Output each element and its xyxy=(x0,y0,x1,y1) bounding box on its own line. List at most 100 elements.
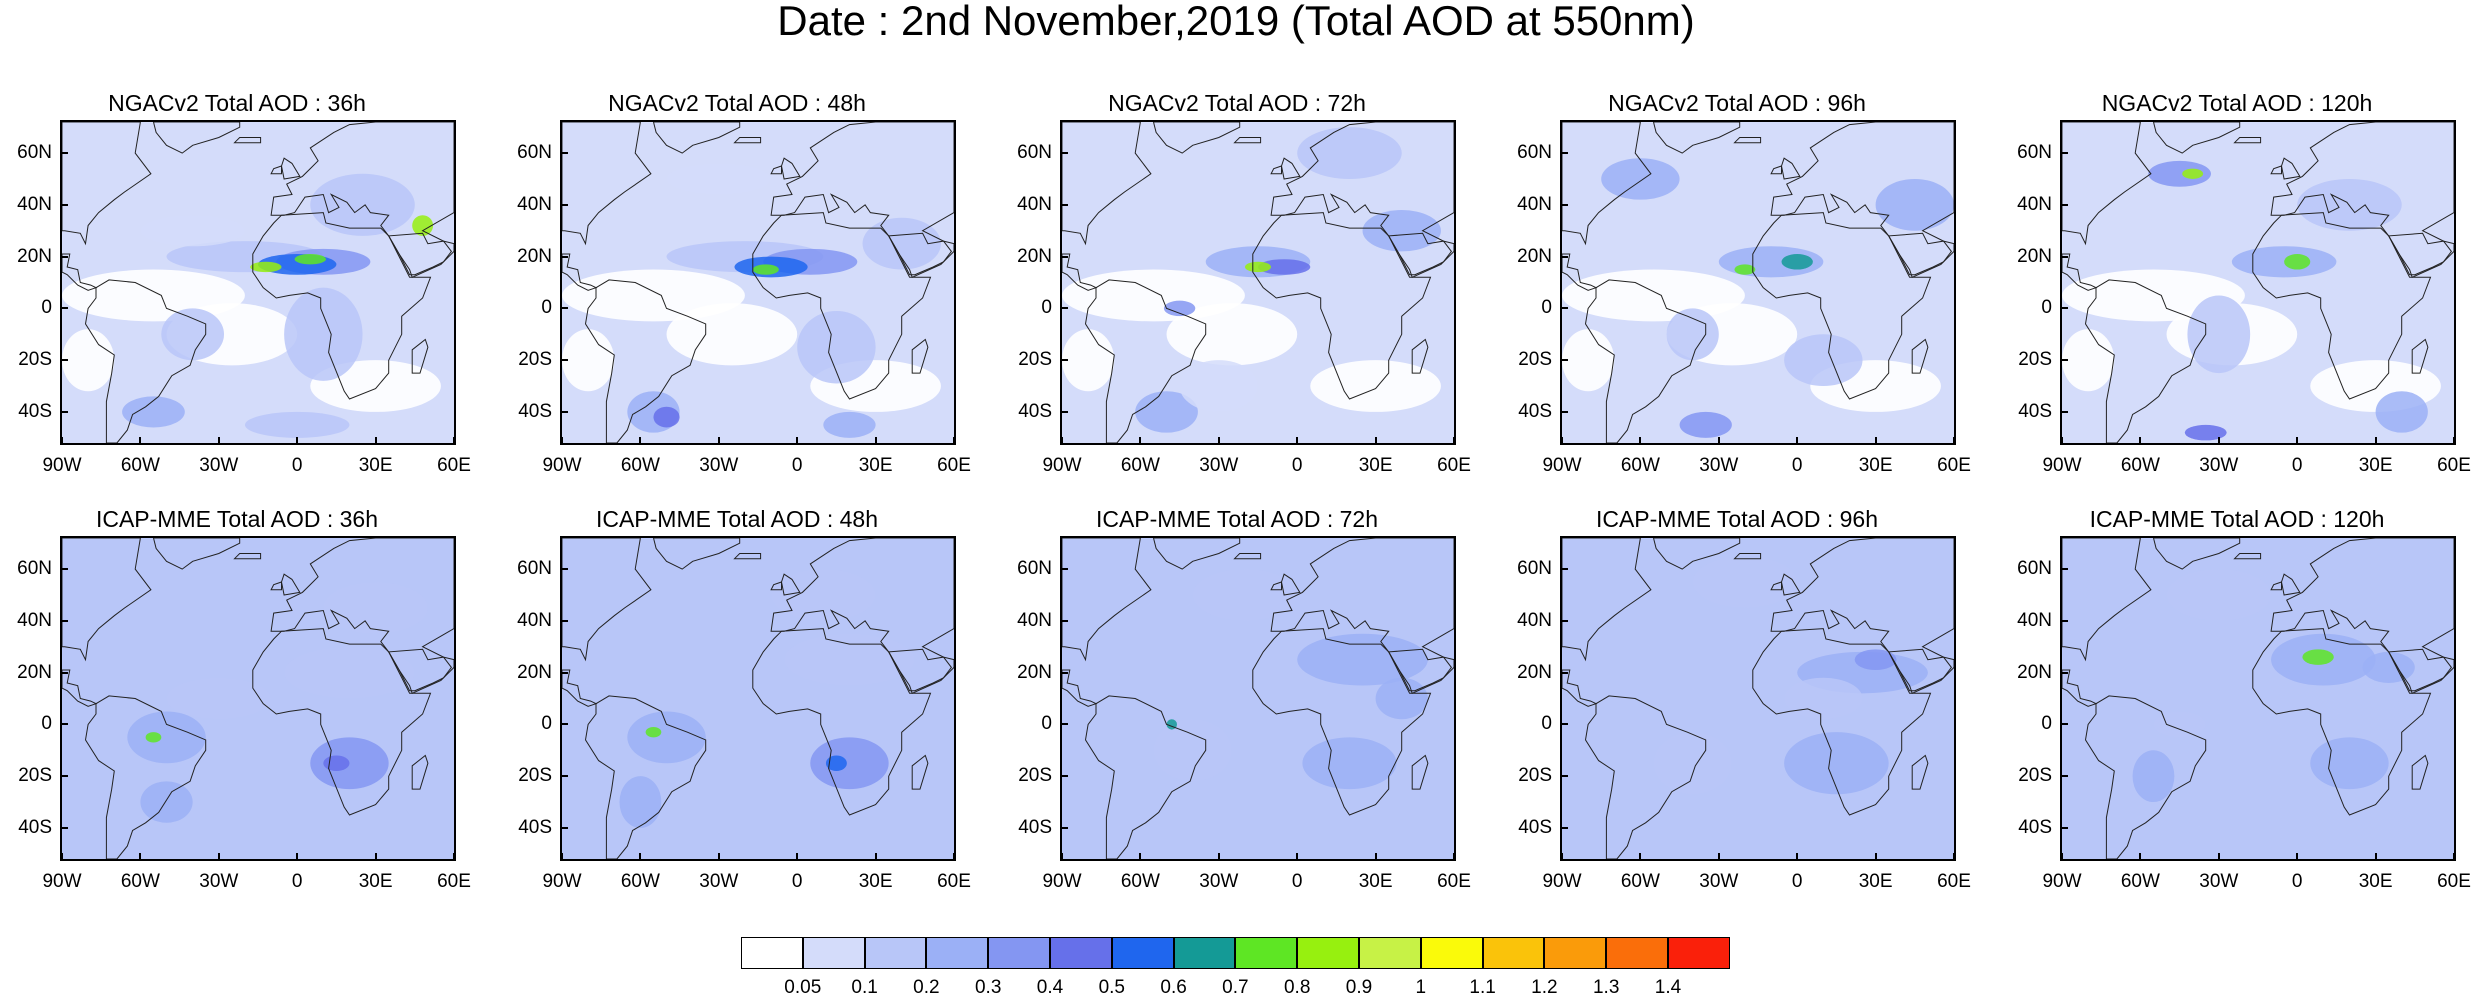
latitude-label: 40S xyxy=(18,400,52,422)
aod-plume xyxy=(784,633,915,686)
latitude-tick xyxy=(60,723,68,726)
aod-map-svg xyxy=(1062,122,1454,443)
panel-title: ICAP-MME Total AOD : 72h xyxy=(1095,506,1379,532)
colorbar-label: 0.4 xyxy=(1036,977,1064,998)
latitude-tick xyxy=(60,410,68,413)
longitude-label: 60W xyxy=(620,455,660,476)
longitude-tick xyxy=(1953,853,1955,861)
longitude-label: 60W xyxy=(1620,455,1660,476)
latitude-tick xyxy=(560,568,568,571)
aod-plume xyxy=(823,411,876,438)
latitude-label: 60N xyxy=(1517,142,1552,164)
map-panel: ICAP-MME Total AOD : 36h 60N 40N 20N 0 20S 40S… xyxy=(2,506,472,946)
longitude-tick xyxy=(1561,437,1563,445)
panel-title: NGACv2 Total AOD : 120h xyxy=(2101,90,2373,116)
latitude-tick xyxy=(2060,152,2068,155)
coastline xyxy=(270,581,282,591)
longitude-tick xyxy=(1453,853,1455,861)
aod-map-svg xyxy=(562,122,954,443)
latitude-label: 40S xyxy=(1018,400,1052,422)
latitude-label: 20N xyxy=(17,661,52,683)
coastline xyxy=(911,754,929,790)
aod-low-region xyxy=(1562,329,1615,392)
latitude-tick xyxy=(1560,307,1568,310)
longitude-label: 60W xyxy=(120,871,160,892)
colorbar-swatch xyxy=(1235,937,1298,969)
latitude-label: 20S xyxy=(1518,349,1552,371)
longitude-label: 60E xyxy=(2437,455,2471,476)
longitude-label: 30W xyxy=(1699,455,1739,476)
latitude-label: 60N xyxy=(17,558,52,580)
coastline xyxy=(2411,754,2429,790)
coastline xyxy=(2233,137,2262,144)
aod-map-svg xyxy=(2062,122,2454,443)
latitude-label: 20N xyxy=(1517,661,1552,683)
colorbar-swatch xyxy=(1544,937,1607,969)
aod-plume xyxy=(825,755,847,771)
longitude-tick xyxy=(1639,853,1642,861)
longitude-tick xyxy=(953,853,955,861)
coastline xyxy=(584,695,707,859)
aod-plume xyxy=(1653,732,1732,795)
aod-map-svg xyxy=(1562,538,1954,859)
colorbar-label: 1.3 xyxy=(1592,977,1620,998)
longitude-tick xyxy=(453,853,455,861)
latitude-tick xyxy=(2060,671,2068,674)
aod-plume xyxy=(2310,737,2389,790)
map-panel: NGACv2 Total AOD : 72h 60N 40N 20N 0 20S 40S 90… xyxy=(1002,90,1472,530)
aod-plume xyxy=(1362,210,1441,252)
map-panel: NGACv2 Total AOD : 36h 60N 40N 20N 0 20S 40S 90… xyxy=(2,90,472,530)
colorbar-label: 0.3 xyxy=(974,977,1002,998)
longitude-label: 30E xyxy=(1858,871,1893,892)
longitude-label: 0 xyxy=(291,871,303,892)
latitude-label: 40N xyxy=(2017,609,2052,631)
aod-plume xyxy=(284,646,415,699)
map-panel: ICAP-MME Total AOD : 120h 60N 40N 20N 0 20S 40… xyxy=(2002,506,2472,946)
aod-plume xyxy=(2302,649,2334,665)
coastline xyxy=(2252,628,2432,816)
longitude-tick xyxy=(1639,437,1642,445)
latitude-tick xyxy=(60,359,68,362)
figure-title: Date : 2nd November,2019 (Total AOD at 5… xyxy=(777,0,1695,44)
coastline xyxy=(2252,212,2432,400)
longitude-label: 90W xyxy=(42,871,82,892)
coastline xyxy=(2062,122,2152,246)
latitude-tick xyxy=(2060,359,2068,362)
aod-plume xyxy=(1302,737,1397,790)
aod-plume xyxy=(140,215,245,247)
longitude-tick xyxy=(61,853,63,861)
aod-plume xyxy=(294,254,326,265)
latitude-tick xyxy=(1560,255,1568,258)
longitude-label: 30W xyxy=(2199,455,2239,476)
colorbar-swatch xyxy=(1482,937,1545,969)
aod-map xyxy=(60,120,456,445)
aod-map xyxy=(560,120,956,445)
colorbar-label: 0.8 xyxy=(1283,977,1311,998)
latitude-label: 20N xyxy=(2017,245,2052,267)
coastline xyxy=(562,669,598,707)
longitude-tick xyxy=(2453,853,2455,861)
colorbar-label: 1.2 xyxy=(1531,977,1558,998)
latitude-tick xyxy=(60,619,68,622)
colorbar-label: 0.9 xyxy=(1345,977,1373,998)
coastline xyxy=(770,122,954,278)
coastline xyxy=(2411,338,2429,374)
latitude-tick xyxy=(560,826,568,829)
aod-plume xyxy=(2231,246,2337,278)
aod-plume xyxy=(1784,677,1863,720)
latitude-tick xyxy=(2060,307,2068,310)
longitude-tick xyxy=(2139,437,2142,445)
coastline xyxy=(562,538,652,662)
aod-plume xyxy=(244,411,350,438)
coastline xyxy=(652,538,741,570)
aod-plume xyxy=(2362,651,2415,683)
coastline xyxy=(733,553,762,560)
coastline xyxy=(1911,338,1929,374)
latitude-tick xyxy=(1060,775,1068,778)
aod-plume xyxy=(166,677,272,720)
latitude-label: 20N xyxy=(1517,245,1552,267)
longitude-label: 30E xyxy=(858,871,893,892)
coastline xyxy=(2084,695,2207,859)
coastline xyxy=(1152,122,1241,154)
longitude-label: 30W xyxy=(199,455,239,476)
